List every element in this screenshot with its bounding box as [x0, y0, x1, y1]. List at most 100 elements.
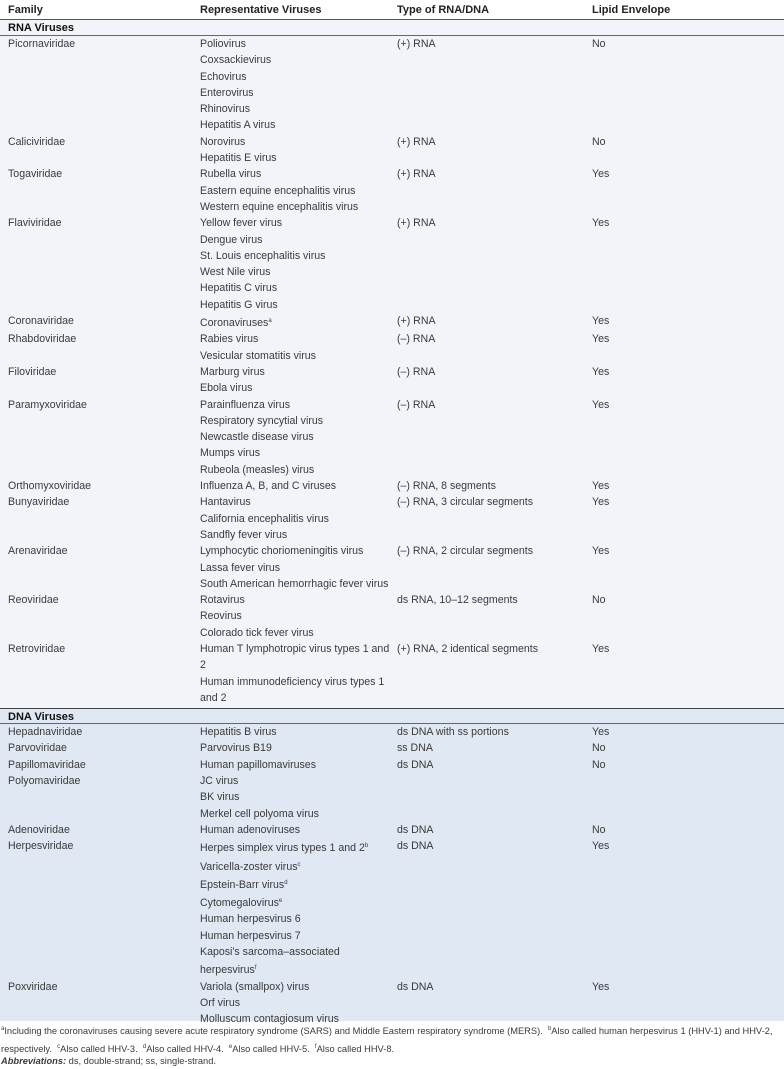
footnote-d: Also called HHV-4.	[146, 1044, 224, 1054]
viruses-cell: Rabies virus Vesicular stomatitis virus	[200, 331, 397, 364]
virus-name: Rubella virus	[200, 168, 262, 181]
family-cell: Orthomyxoviridae	[8, 480, 92, 493]
type-cell: (–) RNA	[397, 398, 436, 411]
table-row: Orthomyxoviridae Influenza A, B, and C vi…	[0, 478, 784, 494]
family-cell: Flaviviridae	[8, 217, 62, 230]
footnote-mark: c	[297, 861, 301, 868]
family-cell: Rhabdoviridae	[8, 333, 77, 346]
type-cell: (+) RNA, 2 identical segments	[397, 642, 539, 655]
fn-mark: f	[314, 1044, 317, 1050]
type-cell: (+) RNA	[397, 135, 436, 148]
dna-section: DNA Viruses Hepadnaviridae Hepatitis B vir…	[0, 708, 784, 1025]
envelope-cell	[592, 773, 784, 822]
virus-name: Human immunodeficiency virus types 1 and…	[200, 675, 385, 704]
virus-name: Rotavirus	[200, 594, 245, 607]
virus-name: BK virus	[200, 791, 240, 804]
envelope-cell: No	[592, 594, 606, 607]
envelope-cell: No	[592, 135, 606, 148]
table-row: Parvoviridae Parvovirus B19 ss DNA No	[0, 740, 784, 756]
virus-name: Lymphocytic choriomeningitis virus	[200, 545, 364, 558]
virus-name: Marburg virus	[200, 365, 265, 378]
viruses-cell: Human adenoviruses	[200, 822, 397, 838]
footnote-mark: d	[284, 879, 288, 886]
fn-mark: b	[547, 1026, 552, 1032]
virus-name: Human herpesvirus 7	[200, 929, 301, 942]
fn-mark: a	[1, 1026, 5, 1032]
virus-name: Influenza A, B, and C viruses	[200, 480, 337, 493]
footnote-c: Also called HHV-3.	[60, 1044, 138, 1054]
virus-name: Merkel cell polyoma virus	[200, 807, 319, 820]
col-family: Family	[8, 3, 43, 16]
footnote-b: Also called human herpesvirus 1 (HHV-1) …	[1, 1026, 773, 1054]
virus-name: Human herpesvirus 6	[200, 913, 301, 926]
type-cell: ds DNA	[397, 758, 434, 771]
virus-name: St. Louis encephalitis virus	[200, 249, 326, 262]
virus-name: Parvovirus B19	[200, 742, 272, 755]
virus-name: Hantavirus	[200, 496, 251, 509]
virus-name: Eastern equine encephalitis virus	[200, 184, 356, 197]
family-cell: Adenoviridae	[8, 823, 70, 836]
family-cell: Paramyxoviridae	[8, 398, 87, 411]
family-cell: Poxviridae	[8, 980, 58, 993]
fn-mark: e	[228, 1044, 233, 1050]
footnote-mark: e	[278, 898, 283, 905]
table-row: Hepadnaviridae Hepatitis B virus ds DNA wi…	[0, 724, 784, 740]
type-cell: (+) RNA	[397, 38, 436, 50]
type-cell: (+) RNA	[397, 168, 436, 181]
family-cell: Papillomaviridae	[8, 758, 86, 771]
table-row: Picornaviridae Poliovirus Coxsackievirus Ec…	[0, 36, 784, 134]
family-cell: Retroviridae	[8, 642, 66, 655]
type-cell: (–) RNA, 8 segments	[397, 480, 496, 493]
viruses-cell: Parvovirus B19	[200, 740, 397, 756]
type-cell: (–) RNA, 3 circular segments	[397, 496, 533, 509]
col-type: Type of RNA/DNA	[397, 3, 490, 16]
table-row: Herpesviridae Herpes simplex virus types …	[0, 838, 784, 978]
viruses-cell: Influenza A, B, and C viruses	[200, 478, 397, 494]
table-row: Poxviridae Variola (smallpox) virus Orf vi…	[0, 979, 784, 1028]
family-cell: Caliciviridae	[8, 135, 66, 148]
footnote-mark: f	[254, 965, 257, 972]
envelope-cell: Yes	[592, 333, 610, 346]
virus-name: Human adenoviruses	[200, 823, 301, 836]
section-heading: DNA Viruses	[0, 708, 784, 725]
viruses-cell: Human T lymphotropic virus types 1 and 2…	[200, 641, 397, 706]
virus-name: Hepatitis A virus	[200, 119, 276, 132]
virus-name: Western equine encephalitis virus	[200, 200, 359, 213]
table-row: Rhabdoviridae Rabies virus Vesicular stoma…	[0, 331, 784, 364]
virus-name: Molluscum contagiosum virus	[200, 1013, 339, 1026]
virus-name: Cytomegaloviruse	[200, 897, 283, 910]
family-cell: Parvoviridae	[8, 742, 67, 755]
virus-name: Dengue virus	[200, 233, 263, 246]
virus-name: Varicella-zoster virusc	[200, 860, 301, 873]
viruses-cell: Hantavirus California encephalitis virus S…	[200, 494, 397, 543]
footnote-f: Also called HHV-8.	[316, 1044, 395, 1054]
virus-name: Norovirus	[200, 135, 246, 148]
envelope-cell: Yes	[592, 398, 610, 411]
col-envelope: Lipid Envelope	[592, 3, 671, 16]
virus-name: Rabies virus	[200, 333, 259, 346]
family-cell: Bunyaviridae	[8, 496, 70, 509]
virus-name: Colorado tick fever virus	[200, 626, 314, 639]
footnote-a: Including the coronaviruses causing seve…	[4, 1026, 543, 1036]
table-row: Coronaviridae Coronavirusesa (+) RNA Yes	[0, 313, 784, 331]
virus-name: Sandfly fever virus	[200, 528, 288, 541]
virus-name: Poliovirus	[200, 38, 246, 50]
type-cell: ds DNA	[397, 840, 434, 853]
family-cell: Filoviridae	[8, 365, 57, 378]
type-cell: ds DNA	[397, 980, 434, 993]
virus-name: Hepatitis B virus	[200, 726, 277, 739]
viruses-cell: Parainfluenza virus Respiratory syncytial…	[200, 397, 397, 478]
virus-name: Kaposi's sarcoma–associated herpesvirusf	[200, 946, 340, 977]
envelope-cell: Yes	[592, 726, 610, 739]
table-row: Flaviviridae Yellow fever virus Dengue vir…	[0, 215, 784, 313]
table-row: Bunyaviridae Hantavirus California encepha…	[0, 494, 784, 543]
abbr-text: ds, double-strand; ss, single-strand.	[66, 1056, 216, 1066]
envelope-cell: Yes	[592, 217, 610, 230]
abbreviations: Abbreviations: ds, double-strand; ss, si…	[0, 1053, 784, 1069]
virus-name: Coronavirusesa	[200, 317, 272, 330]
table-row: Adenoviridae Human adenoviruses ds DNA No	[0, 822, 784, 838]
viruses-cell: Marburg virus Ebola virus	[200, 364, 397, 397]
footnote-e: Also called HHV-5.	[232, 1044, 310, 1054]
table-row: Paramyxoviridae Parainfluenza virus Respir…	[0, 397, 784, 478]
virus-name: Newcastle disease virus	[200, 431, 314, 444]
